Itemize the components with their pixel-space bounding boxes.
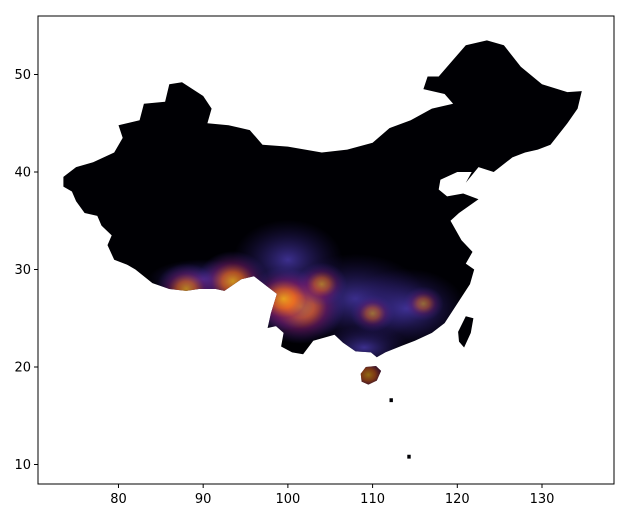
hotspot-5 <box>350 294 395 332</box>
hotspot-6 <box>403 286 444 321</box>
hotspot-4 <box>296 262 348 306</box>
y-tick-label: 20 <box>14 361 31 376</box>
y-axis: 10 20 30 40 50 <box>14 68 38 473</box>
hotspot-layer <box>155 251 444 385</box>
x-tick-label: 110 <box>360 492 385 507</box>
y-tick-label: 50 <box>14 68 31 83</box>
x-tick-label: 100 <box>275 492 300 507</box>
x-tick-label: 80 <box>110 492 127 507</box>
x-axis: 80 90 100 110 120 130 <box>110 484 554 507</box>
y-tick-label: 30 <box>14 263 31 278</box>
plot-frame <box>37 15 615 485</box>
x-tick-label: 120 <box>445 492 470 507</box>
x-tick-label: 130 <box>530 492 555 507</box>
y-tick-label: 40 <box>14 166 31 181</box>
x-tick-label: 90 <box>195 492 212 507</box>
y-tick-label: 10 <box>14 458 31 473</box>
